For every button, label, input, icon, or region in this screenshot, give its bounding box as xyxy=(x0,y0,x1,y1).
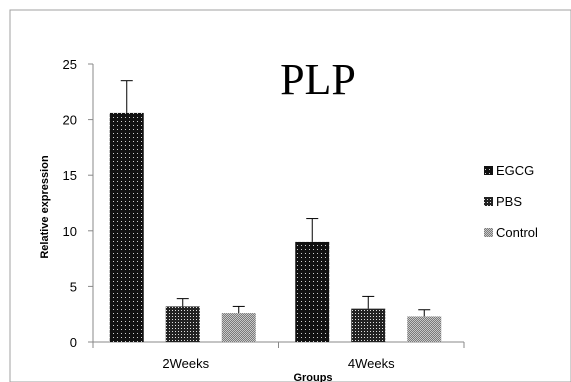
y-tick-label: 20 xyxy=(63,113,77,128)
error-bars xyxy=(120,80,431,317)
bar-control xyxy=(407,316,442,342)
y-tick-label: 0 xyxy=(70,335,77,350)
y-tick-label: 15 xyxy=(63,168,77,183)
x-axis: 2Weeks 4Weeks xyxy=(92,341,465,371)
legend-label: Control xyxy=(496,225,538,240)
chart-border xyxy=(9,9,571,382)
y-tick-label: 10 xyxy=(63,224,77,239)
legend-swatch xyxy=(484,166,493,175)
legend-swatch xyxy=(484,228,493,237)
x-axis-title: Groups xyxy=(293,372,332,382)
legend-label: EGCG xyxy=(496,163,534,178)
legend-label: PBS xyxy=(496,194,522,209)
y-axis: 0 5 10 15 20 25 xyxy=(63,57,94,350)
bar-pbs xyxy=(165,306,200,342)
x-tick-label: 2Weeks xyxy=(162,356,209,371)
x-tick-label: 4Weeks xyxy=(348,356,395,371)
bar-control xyxy=(221,313,256,342)
bars xyxy=(109,112,442,342)
chart-title: PLP xyxy=(280,55,356,104)
bar-egcg xyxy=(109,112,144,342)
bar-pbs xyxy=(351,308,386,342)
y-tick-label: 25 xyxy=(63,57,77,72)
y-axis-title: Relative expression xyxy=(39,155,51,259)
bar-egcg xyxy=(295,241,330,342)
y-tick-label: 5 xyxy=(70,279,77,294)
legend: EGCG PBS Control xyxy=(484,163,538,240)
legend-swatch xyxy=(484,197,493,206)
